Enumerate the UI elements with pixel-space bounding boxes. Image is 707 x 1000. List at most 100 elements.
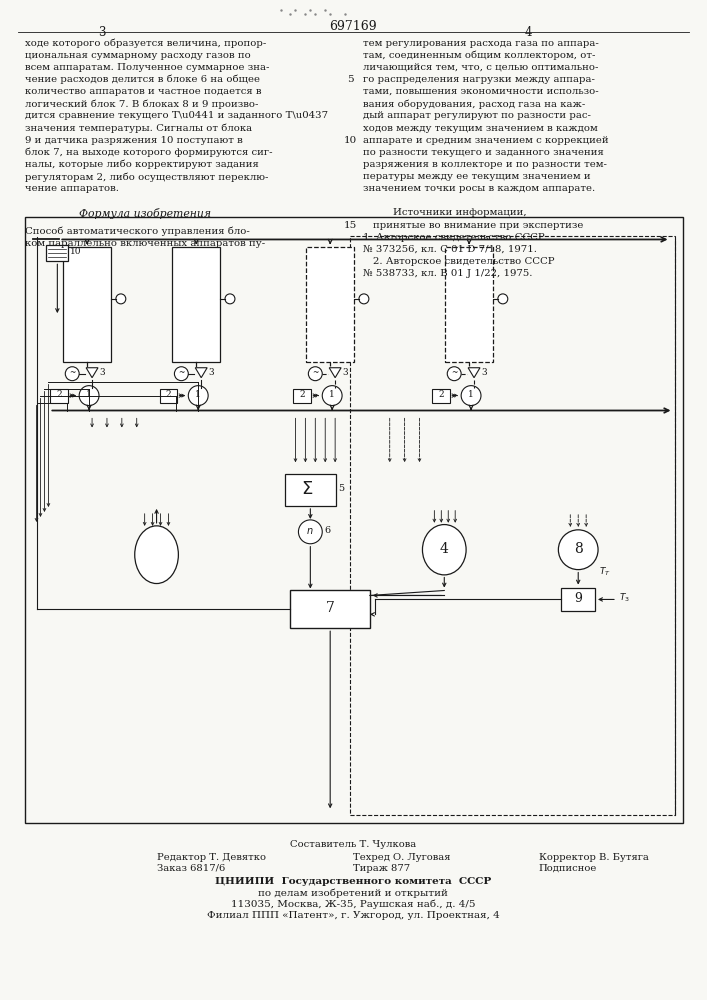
Text: 3: 3: [208, 368, 214, 377]
Text: ~: ~: [451, 368, 457, 377]
Text: чение аппаратов.: чение аппаратов.: [25, 184, 119, 193]
Text: 1. Авторское свидетельство СССР: 1. Авторское свидетельство СССР: [363, 233, 544, 242]
Text: личающийся тем, что, с целью оптимально-: личающийся тем, что, с целью оптимально-: [363, 63, 598, 72]
Text: дится сравнение текущего Т\u0441 и заданного Т\u0437: дится сравнение текущего Т\u0441 и задан…: [25, 111, 328, 120]
Text: 9 и датчика разряжения 10 поступают в: 9 и датчика разряжения 10 поступают в: [25, 136, 243, 145]
Bar: [284, 474, 336, 506]
Text: Составитель Т. Чулкова: Составитель Т. Чулкова: [290, 840, 416, 849]
Text: принятые во внимание при экспертизе: принятые во внимание при экспертизе: [373, 221, 583, 230]
Text: 113035, Москва, Ж-35, Раушская наб., д. 4/5: 113035, Москва, Ж-35, Раушская наб., д. …: [230, 900, 475, 909]
Circle shape: [559, 530, 598, 570]
Text: ходов между текущим значением в каждом: ходов между текущим значением в каждом: [363, 124, 597, 133]
Text: вания оборудования, расход газа на каж-: вания оборудования, расход газа на каж-: [363, 99, 585, 109]
Text: ~: ~: [312, 368, 318, 377]
Text: тем регулирования расхода газа по аппара-: тем регулирования расхода газа по аппара…: [363, 39, 599, 48]
Text: № 373256, кл. C 01 D 7/18, 1971.: № 373256, кл. C 01 D 7/18, 1971.: [363, 245, 537, 254]
Text: ~: ~: [178, 368, 185, 377]
Ellipse shape: [423, 525, 466, 575]
Text: 8: 8: [574, 542, 583, 556]
Text: 3: 3: [99, 368, 105, 377]
Text: 1: 1: [468, 390, 474, 399]
Text: 4: 4: [525, 26, 532, 39]
Circle shape: [448, 367, 461, 381]
Bar: [291, 590, 370, 628]
Text: Подписное: Подписное: [539, 864, 597, 873]
Text: 10: 10: [70, 247, 82, 256]
Bar: [160, 389, 177, 403]
Text: ~: ~: [69, 368, 76, 377]
Circle shape: [322, 386, 342, 406]
Text: Способ автоматического управления бло-: Способ автоматического управления бло-: [25, 227, 250, 236]
Text: 7: 7: [326, 601, 334, 615]
Text: по делам изобретений и открытий: по делам изобретений и открытий: [258, 889, 448, 898]
Bar: [64, 247, 111, 362]
Text: значения температуры. Сигналы от блока: значения температуры. Сигналы от блока: [25, 124, 252, 133]
Text: чение расходов делится в блоке 6 на общее: чение расходов делится в блоке 6 на обще…: [25, 75, 259, 84]
Bar: [350, 236, 675, 815]
Text: разряжения в коллекторе и по разности тем-: разряжения в коллекторе и по разности те…: [363, 160, 607, 169]
Text: там, соединенным общим коллектором, от-: там, соединенным общим коллектором, от-: [363, 51, 595, 60]
Text: 3: 3: [481, 368, 486, 377]
Text: Корректор В. Бутяга: Корректор В. Бутяга: [539, 853, 648, 862]
Text: 2: 2: [438, 390, 444, 399]
Text: 4: 4: [440, 542, 449, 556]
Ellipse shape: [135, 526, 178, 584]
Text: 6: 6: [325, 526, 330, 535]
Circle shape: [188, 386, 208, 406]
Bar: [293, 389, 311, 403]
Text: значением точки росы в каждом аппарате.: значением точки росы в каждом аппарате.: [363, 184, 595, 193]
Text: Тираж 877: Тираж 877: [353, 864, 410, 873]
Text: 1: 1: [195, 390, 201, 399]
Circle shape: [116, 294, 126, 304]
Circle shape: [298, 520, 322, 544]
Text: ком параллельно включенных аппаратов пу-: ком параллельно включенных аппаратов пу-: [25, 239, 264, 248]
Text: 9: 9: [574, 592, 582, 605]
Circle shape: [498, 294, 508, 304]
Text: 5: 5: [338, 484, 344, 493]
Text: Редактор Т. Девятко: Редактор Т. Девятко: [156, 853, 266, 862]
Text: ходе которого образуется величина, пропор-: ходе которого образуется величина, пропо…: [25, 39, 266, 48]
Text: 1: 1: [86, 390, 92, 399]
Bar: [433, 389, 450, 403]
Text: 10: 10: [344, 136, 356, 145]
Text: $T_T$: $T_T$: [599, 566, 611, 578]
Text: количество аппаратов и частное подается в: количество аппаратов и частное подается …: [25, 87, 261, 96]
Text: Филиал ППП «Патент», г. Ужгород, ул. Проектная, 4: Филиал ППП «Патент», г. Ужгород, ул. Про…: [206, 911, 499, 920]
Text: 697169: 697169: [329, 20, 377, 33]
Text: 15: 15: [344, 221, 356, 230]
Circle shape: [175, 367, 188, 381]
Text: 3: 3: [342, 368, 348, 377]
Text: тами, повышения экономичности использо-: тами, повышения экономичности использо-: [363, 87, 599, 96]
Text: блок 7, на выходе которого формируются сиг-: блок 7, на выходе которого формируются с…: [25, 148, 272, 157]
Text: пературы между ее текущим значением и: пературы между ее текущим значением и: [363, 172, 590, 181]
Text: $T_3$: $T_3$: [619, 591, 630, 604]
Bar: [25, 217, 684, 823]
Bar: [47, 245, 69, 261]
Bar: [561, 588, 595, 611]
Text: 5: 5: [346, 75, 354, 84]
Polygon shape: [468, 368, 480, 378]
Bar: [445, 247, 493, 362]
Circle shape: [225, 294, 235, 304]
Text: аппарате и средним значением с коррекцией: аппарате и средним значением с коррекцие…: [363, 136, 609, 145]
Text: 2: 2: [300, 390, 305, 399]
Bar: [306, 247, 354, 362]
Text: дый аппарат регулируют по разности рас-: дый аппарат регулируют по разности рас-: [363, 111, 591, 120]
Text: 2: 2: [165, 390, 171, 399]
Text: налы, которые либо корректируют задания: налы, которые либо корректируют задания: [25, 160, 258, 169]
Polygon shape: [329, 368, 341, 378]
Text: Заказ 6817/6: Заказ 6817/6: [156, 864, 225, 873]
Polygon shape: [195, 368, 207, 378]
Text: № 538733, кл. B 01 J 1/22, 1975.: № 538733, кл. B 01 J 1/22, 1975.: [363, 269, 532, 278]
Text: регуляторам 2, либо осуществляют переклю-: регуляторам 2, либо осуществляют переклю…: [25, 172, 268, 182]
Text: по разности текущего и заданного значения: по разности текущего и заданного значени…: [363, 148, 604, 157]
Bar: [50, 389, 69, 403]
Text: ЦНИИПИ  Государственного комитета  СССР: ЦНИИПИ Государственного комитета СССР: [215, 877, 491, 886]
Text: n: n: [306, 526, 312, 536]
Text: го распределения нагрузки между аппара-: го распределения нагрузки между аппара-: [363, 75, 595, 84]
Text: Формула изобретения: Формула изобретения: [79, 208, 211, 219]
Text: 3: 3: [98, 26, 106, 39]
Circle shape: [79, 386, 99, 406]
Text: $\Sigma$: $\Sigma$: [301, 480, 313, 498]
Text: логический блок 7. В блоках 8 и 9 произво-: логический блок 7. В блоках 8 и 9 произв…: [25, 99, 258, 109]
